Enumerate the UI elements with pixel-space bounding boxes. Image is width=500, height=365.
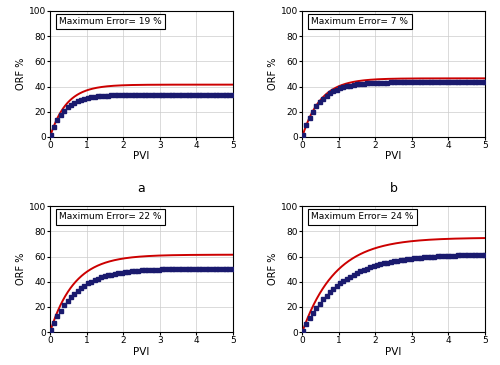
Text: a: a: [138, 182, 145, 195]
Text: b: b: [390, 182, 398, 195]
X-axis label: PVI: PVI: [133, 151, 150, 161]
Y-axis label: ORF %: ORF %: [268, 253, 278, 285]
Text: Maximum Error= 22 %: Maximum Error= 22 %: [59, 212, 162, 222]
Y-axis label: ORF %: ORF %: [268, 58, 278, 90]
X-axis label: PVI: PVI: [133, 347, 150, 357]
Y-axis label: ORF %: ORF %: [16, 253, 26, 285]
Text: Maximum Error= 24 %: Maximum Error= 24 %: [312, 212, 414, 222]
Text: Maximum Error= 7 %: Maximum Error= 7 %: [312, 17, 408, 26]
Y-axis label: ORF %: ORF %: [16, 58, 26, 90]
Text: Maximum Error= 19 %: Maximum Error= 19 %: [59, 17, 162, 26]
X-axis label: PVI: PVI: [386, 347, 402, 357]
X-axis label: PVI: PVI: [386, 151, 402, 161]
